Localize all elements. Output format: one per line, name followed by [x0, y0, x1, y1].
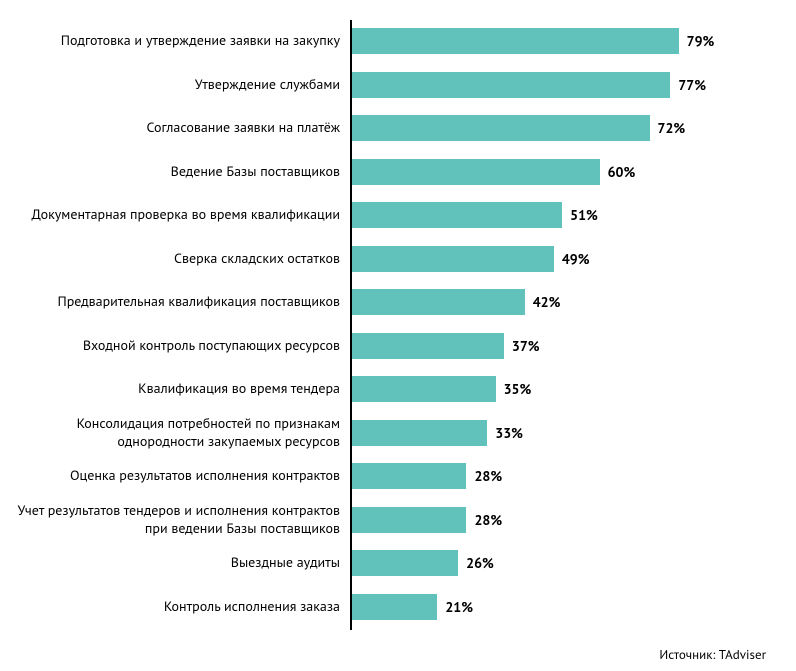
- bar-label: Согласование заявки на платёж: [10, 119, 350, 137]
- bar-value: 26%: [466, 554, 494, 572]
- bar-label: Сверка складских остатков: [10, 250, 350, 268]
- bar-label: Документарная проверка во время квалифик…: [10, 206, 350, 224]
- bar-label: Утверждение службами: [10, 76, 350, 94]
- chart-row: Оценка результатов исполнения контрактов…: [10, 463, 766, 489]
- bar-value: 21%: [445, 598, 473, 616]
- bar: [352, 463, 466, 489]
- bar-value: 35%: [504, 380, 532, 398]
- bar-area: 60%: [350, 159, 766, 185]
- chart-row: Предварительная квалификация поставщиков…: [10, 289, 766, 315]
- bar-label: Подготовка и утверждение заявки на закуп…: [10, 32, 350, 50]
- bar-value: 37%: [512, 337, 540, 355]
- bar-area: 51%: [350, 202, 766, 228]
- bar-area: 35%: [350, 376, 766, 402]
- bar-label: Квалификация во время тендера: [10, 380, 350, 398]
- chart-row: Сверка складских остатков 49%: [10, 246, 766, 272]
- bar-area: 42%: [350, 289, 766, 315]
- bar: [352, 333, 504, 359]
- bar-value: 51%: [570, 206, 598, 224]
- bar: [352, 376, 496, 402]
- bar-area: 72%: [350, 115, 766, 141]
- bar-area: 26%: [350, 550, 766, 576]
- bar-label: Контроль исполнения заказа: [10, 598, 350, 616]
- chart-row: Согласование заявки на платёж 72%: [10, 115, 766, 141]
- bar-value: 28%: [474, 511, 502, 529]
- bar-area: 77%: [350, 72, 766, 98]
- chart-row: Подготовка и утверждение заявки на закуп…: [10, 28, 766, 54]
- bar: [352, 246, 554, 272]
- bar: [352, 420, 487, 446]
- bar-value: 79%: [687, 32, 715, 50]
- bar: [352, 72, 670, 98]
- chart-row: Входной контроль поступающих ресурсов 37%: [10, 333, 766, 359]
- bar-area: 28%: [350, 463, 766, 489]
- bar-value: 60%: [608, 163, 636, 181]
- bar-label: Учет результатов тендеров и исполнения к…: [10, 502, 350, 537]
- chart-row: Выездные аудиты 26%: [10, 550, 766, 576]
- bar: [352, 28, 679, 54]
- bar: [352, 289, 525, 315]
- chart-row: Утверждение службами 77%: [10, 72, 766, 98]
- bar-chart: Подготовка и утверждение заявки на закуп…: [10, 20, 766, 630]
- chart-row: Документарная проверка во время квалифик…: [10, 202, 766, 228]
- source-label: Источник: TAdviser: [659, 646, 766, 663]
- bar-area: 37%: [350, 333, 766, 359]
- bar-value: 33%: [495, 424, 523, 442]
- bar-label: Оценка результатов исполнения контрактов: [10, 467, 350, 485]
- bar-label: Выездные аудиты: [10, 554, 350, 572]
- bar-value: 49%: [562, 250, 590, 268]
- bar-value: 77%: [678, 76, 706, 94]
- bar-label: Предварительная квалификация поставщиков: [10, 293, 350, 311]
- chart-row: Квалификация во время тендера 35%: [10, 376, 766, 402]
- bar-area: 49%: [350, 246, 766, 272]
- bar: [352, 159, 600, 185]
- chart-container: Подготовка и утверждение заявки на закуп…: [0, 0, 796, 671]
- bar-value: 42%: [533, 293, 561, 311]
- bar-label: Консолидация потребностей по признакам о…: [10, 415, 350, 450]
- bar-value: 28%: [474, 467, 502, 485]
- chart-row: Учет результатов тендеров и исполнения к…: [10, 507, 766, 533]
- bar-value: 72%: [658, 119, 686, 137]
- bar-area: 21%: [350, 594, 766, 620]
- bar-area: 33%: [350, 420, 766, 446]
- chart-row: Консолидация потребностей по признакам о…: [10, 420, 766, 446]
- bar: [352, 550, 458, 576]
- y-axis-line: [350, 20, 352, 630]
- chart-row: Контроль исполнения заказа 21%: [10, 594, 766, 620]
- bar-area: 28%: [350, 507, 766, 533]
- bar: [352, 202, 562, 228]
- bar: [352, 115, 650, 141]
- bar-label: Входной контроль поступающих ресурсов: [10, 337, 350, 355]
- bar: [352, 507, 466, 533]
- chart-row: Ведение Базы поставщиков 60%: [10, 159, 766, 185]
- bar-label: Ведение Базы поставщиков: [10, 163, 350, 181]
- bar: [352, 594, 437, 620]
- bar-area: 79%: [350, 28, 766, 54]
